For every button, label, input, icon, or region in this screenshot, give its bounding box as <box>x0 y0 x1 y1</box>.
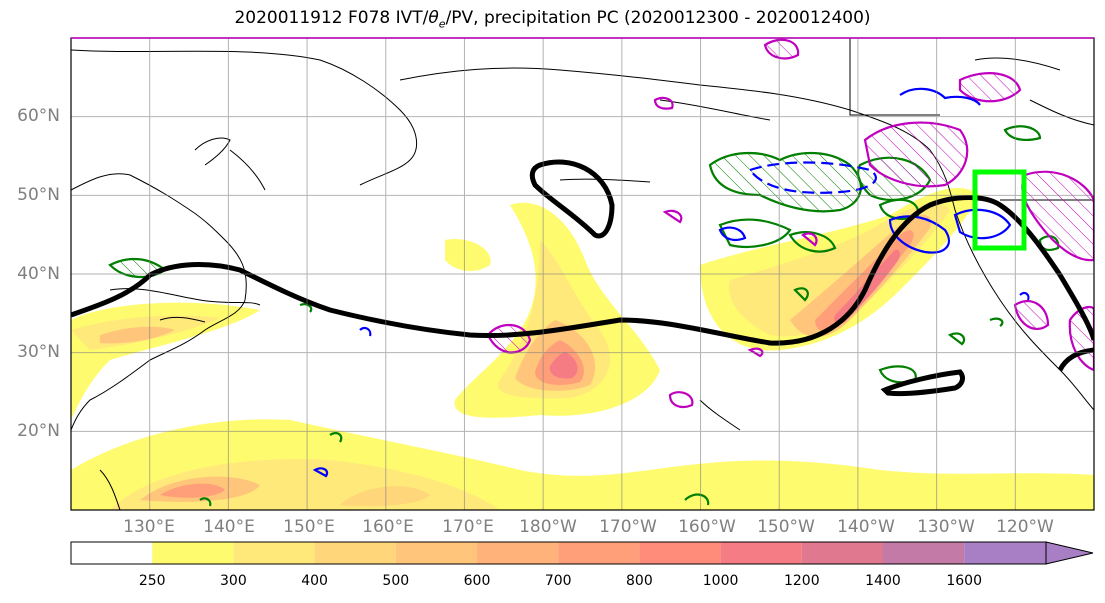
lon-label-130w: 130°W <box>917 517 975 537</box>
colorbar-cell <box>558 542 640 564</box>
colorbar <box>70 541 1094 565</box>
colorbar-tick-label: 800 <box>626 573 653 589</box>
lon-label-140e: 140°E <box>203 517 255 537</box>
colorbar-cell <box>883 542 965 564</box>
lon-label-130e: 130°E <box>123 517 175 537</box>
colorbar-cell <box>71 542 153 564</box>
lon-label-160w: 160°W <box>678 517 736 537</box>
colorbar-cell <box>801 542 883 564</box>
colorbar-tick-label: 1400 <box>865 573 901 589</box>
lon-label-180w: 180°W <box>519 517 577 537</box>
colorbar-tick-label: 300 <box>220 573 247 589</box>
colorbar-tick-label: 1200 <box>783 573 820 589</box>
colorbar-cell <box>720 542 802 564</box>
lon-label-150e: 150°E <box>283 517 335 537</box>
colorbar-cell <box>233 542 315 564</box>
colorbar-tick-label: 400 <box>301 573 328 589</box>
colorbar-tick-label: 700 <box>544 573 572 589</box>
lat-label-30n: 30°N <box>17 342 60 362</box>
map-title: 2020011912 F078 IVT/θe/PV, precipitation… <box>234 8 871 31</box>
colorbar-tick-label: 250 <box>138 573 166 589</box>
lon-label-150w: 150°W <box>757 517 815 537</box>
colorbar-cell <box>477 542 559 564</box>
lon-label-170e: 170°E <box>442 517 494 537</box>
lon-label-140w: 140°W <box>837 517 895 537</box>
gridlines <box>71 38 1094 510</box>
colorbar-cell <box>152 542 234 564</box>
colorbar-tick-label: 1000 <box>702 573 739 589</box>
lon-label-120w: 120°W <box>996 517 1054 537</box>
lat-label-60n: 60°N <box>17 106 60 126</box>
colorbar-cell <box>964 542 1046 564</box>
colorbar-cell <box>395 542 477 564</box>
lon-label-160e: 160°E <box>362 517 414 537</box>
colorbar-extend-arrow <box>1045 541 1094 565</box>
pv-contour <box>71 159 1094 397</box>
ivt-shading <box>71 187 1094 510</box>
lat-label-50n: 50°N <box>17 185 60 205</box>
lat-label-20n: 20°N <box>17 421 60 441</box>
colorbar-cell <box>639 542 721 564</box>
region-highlight-box <box>972 169 1027 251</box>
colorbar-tick-label: 600 <box>463 573 491 589</box>
theta-e-contours <box>312 87 1030 478</box>
lon-label-170w: 170°W <box>599 517 657 537</box>
lat-label-40n: 40°N <box>17 264 60 284</box>
colorbar-tick-label: 1600 <box>946 573 982 589</box>
colorbar-cell <box>314 542 396 564</box>
precip-contours-magenta <box>486 38 1094 409</box>
colorbar-tick-label: 500 <box>382 573 410 589</box>
